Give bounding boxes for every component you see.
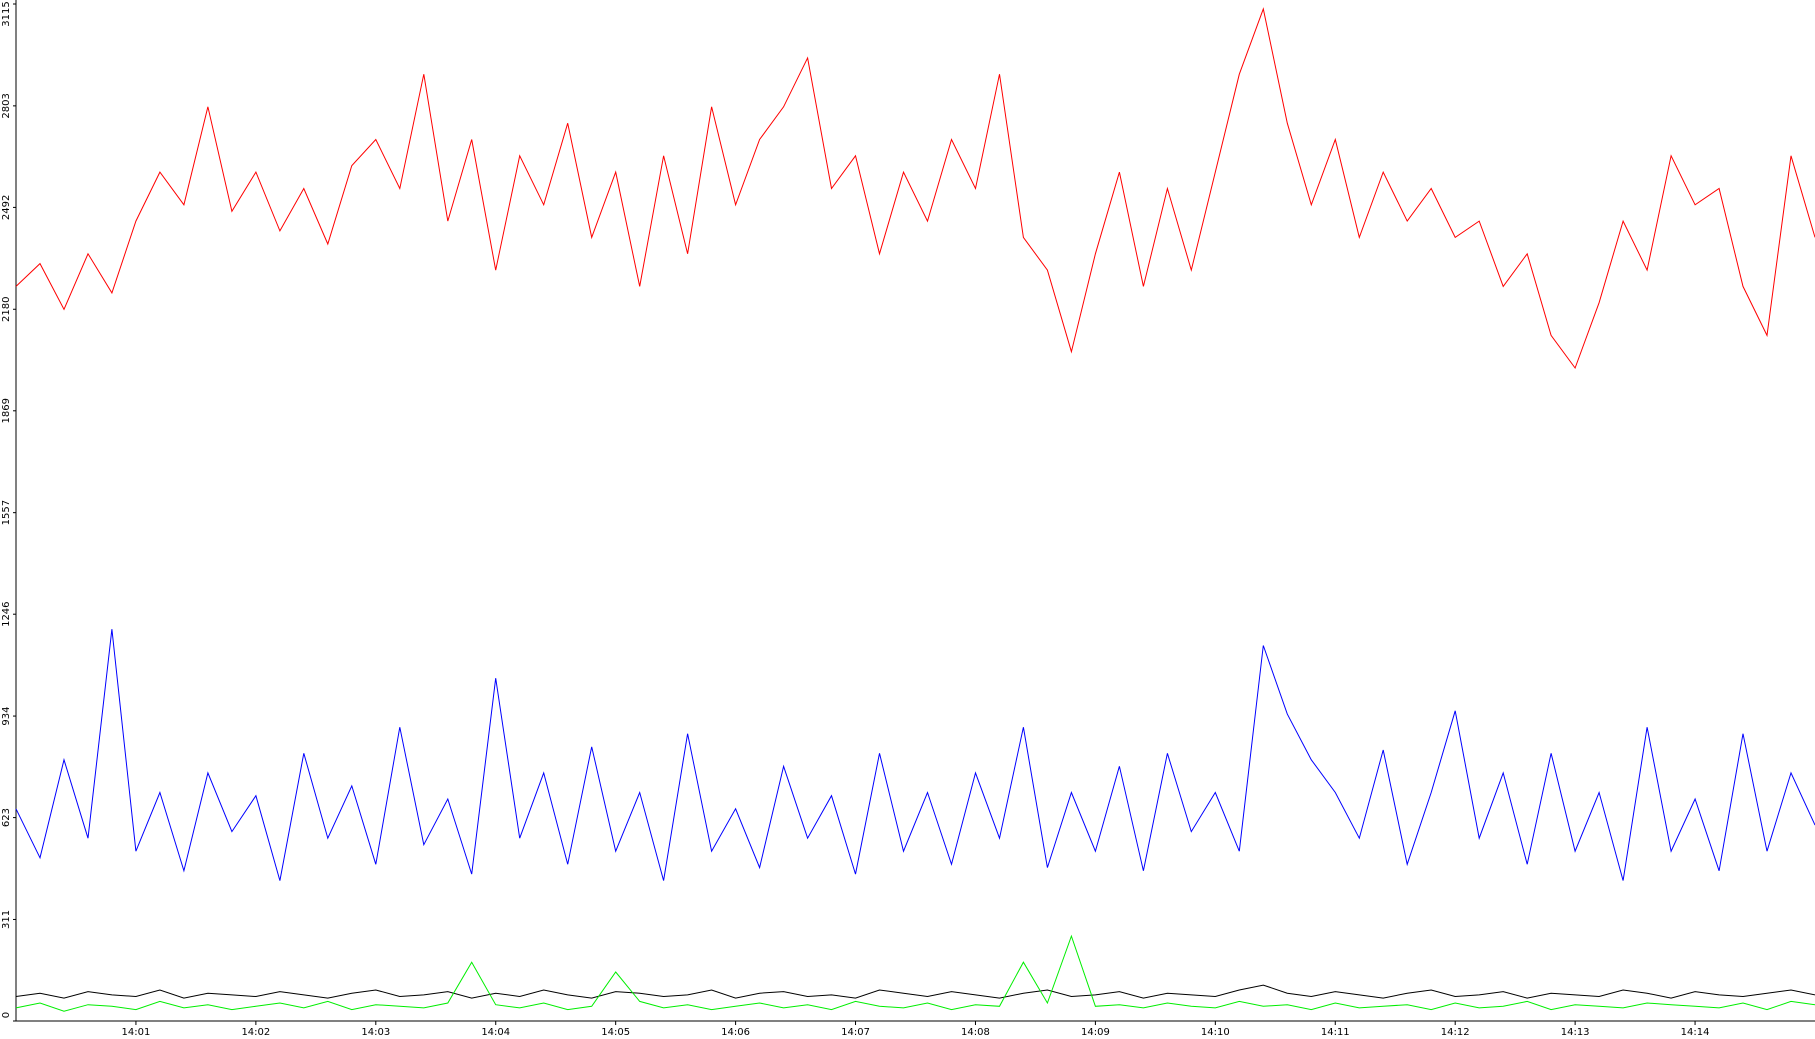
x-tick-label: 14:11 xyxy=(1321,1027,1350,1038)
y-tick-label: 2492 xyxy=(1,195,12,220)
y-tick-label: 311 xyxy=(1,910,12,929)
x-tick-label: 14:02 xyxy=(241,1027,270,1038)
y-tick-label: 1557 xyxy=(1,500,12,525)
x-tick-label: 14:04 xyxy=(481,1027,510,1038)
x-tick-label: 14:08 xyxy=(961,1027,990,1038)
x-tick-label: 14:03 xyxy=(361,1027,390,1038)
series-line xyxy=(15,629,1815,881)
x-tick-label: 14:10 xyxy=(1201,1027,1230,1038)
series-line xyxy=(15,934,1815,1012)
x-tick-label: 14:01 xyxy=(122,1027,151,1038)
y-tick-label: 623 xyxy=(1,808,12,827)
series-line xyxy=(15,984,1815,999)
y-tick-label: 1869 xyxy=(1,398,12,423)
y-tick-label: 1246 xyxy=(1,601,12,626)
y-tick-label: 934 xyxy=(1,707,12,726)
x-tick-label: 14:09 xyxy=(1081,1027,1110,1038)
y-tick-label: 2803 xyxy=(1,93,12,118)
y-tick-label: 2180 xyxy=(1,297,12,322)
x-tick-label: 14:14 xyxy=(1681,1027,1710,1038)
x-tick-label: 14:07 xyxy=(841,1027,870,1038)
x-tick-label: 14:12 xyxy=(1441,1027,1470,1038)
x-tick-label: 14:13 xyxy=(1561,1027,1590,1038)
series-line xyxy=(15,7,1815,370)
y-tick-label: 3115 xyxy=(1,1,12,26)
y-tick-label: 0 xyxy=(1,1012,12,1018)
x-tick-label: 14:05 xyxy=(601,1027,630,1038)
x-tick-label: 14:06 xyxy=(721,1027,750,1038)
